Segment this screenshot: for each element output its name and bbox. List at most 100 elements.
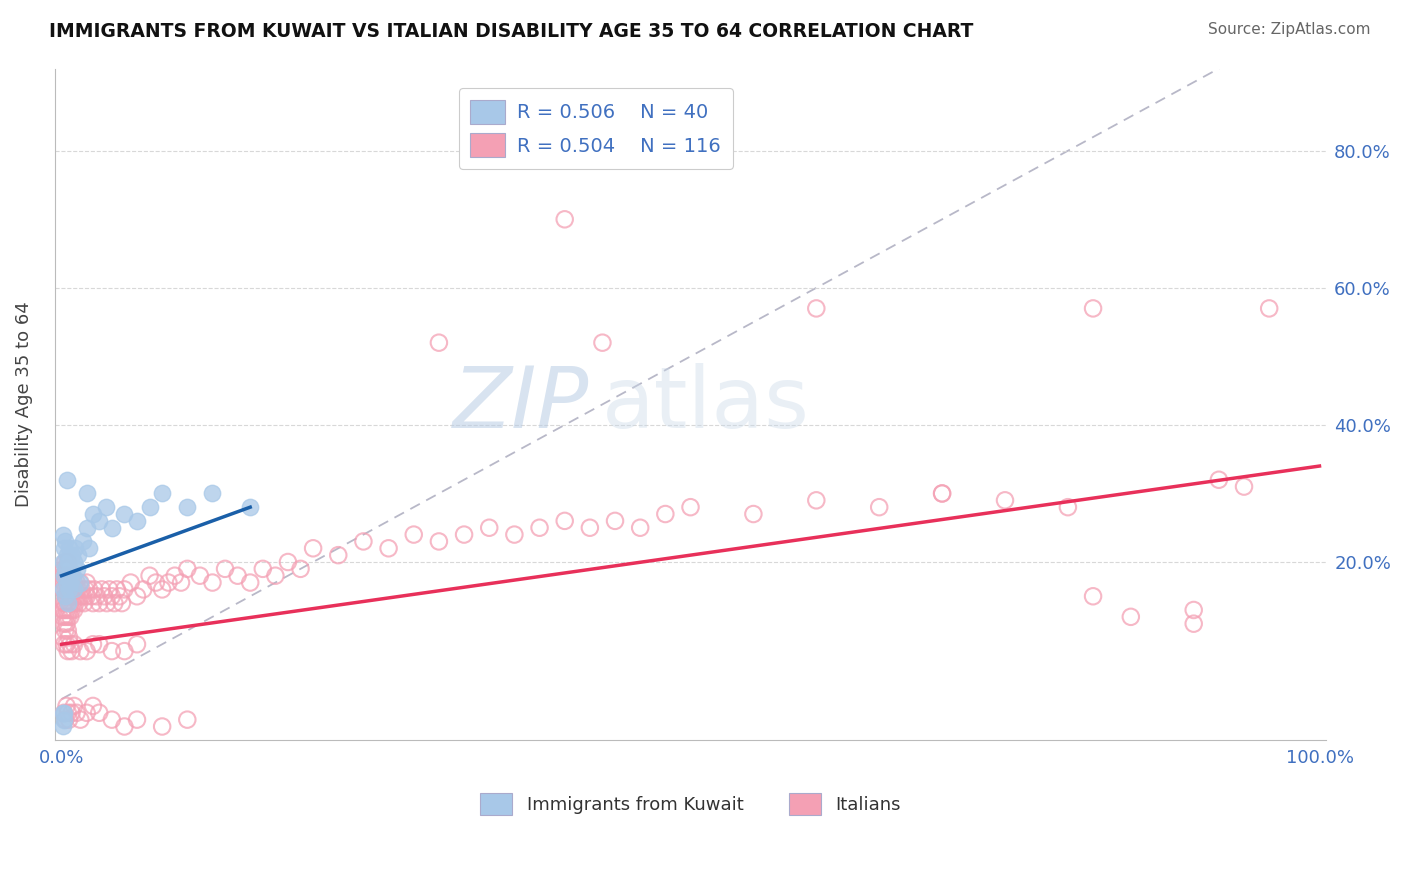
Point: [125, 637, 148, 651]
Point: [277, 555, 299, 569]
Point: [868, 500, 890, 515]
Point: [111, 596, 134, 610]
Point: [1233, 480, 1256, 494]
Point: [58, 582, 80, 597]
Point: [53, 555, 76, 569]
Point: [226, 568, 249, 582]
Point: [1057, 500, 1080, 515]
Point: [59, 637, 82, 651]
Point: [77, 582, 100, 597]
Point: [53, 603, 76, 617]
Point: [503, 527, 526, 541]
Point: [125, 514, 148, 528]
Point: [53, 616, 76, 631]
Point: [63, 555, 86, 569]
Point: [59, 575, 82, 590]
Point: [105, 582, 128, 597]
Point: [65, 582, 87, 597]
Point: [806, 301, 828, 316]
Point: [60, 603, 83, 617]
Point: [108, 589, 131, 603]
Point: [69, 713, 91, 727]
Point: [55, 575, 77, 590]
Point: [52, 706, 75, 720]
Point: [65, 706, 87, 720]
Point: [56, 582, 79, 597]
Point: [529, 521, 551, 535]
Point: [53, 713, 76, 727]
Point: [201, 575, 224, 590]
Point: [1081, 589, 1104, 603]
Text: Source: ZipAtlas.com: Source: ZipAtlas.com: [1208, 22, 1371, 37]
Point: [654, 507, 676, 521]
Point: [427, 335, 450, 350]
Point: [52, 582, 75, 597]
Point: [53, 589, 76, 603]
Legend: Immigrants from Kuwait, Italians: Immigrants from Kuwait, Italians: [472, 786, 908, 822]
Point: [52, 555, 75, 569]
Point: [103, 596, 125, 610]
Point: [56, 568, 79, 582]
Point: [58, 575, 80, 590]
Point: [290, 562, 312, 576]
Point: [65, 562, 87, 576]
Text: atlas: atlas: [602, 363, 810, 446]
Y-axis label: Disability Age 35 to 64: Disability Age 35 to 64: [15, 301, 32, 508]
Point: [239, 575, 262, 590]
Point: [53, 624, 76, 638]
Text: ZIP: ZIP: [453, 363, 589, 446]
Point: [65, 575, 87, 590]
Point: [94, 500, 117, 515]
Point: [138, 500, 160, 515]
Point: [59, 562, 82, 576]
Point: [478, 521, 501, 535]
Point: [603, 514, 626, 528]
Point: [76, 486, 98, 500]
Point: [554, 212, 576, 227]
Point: [55, 473, 77, 487]
Point: [163, 568, 186, 582]
Point: [66, 548, 89, 562]
Point: [53, 534, 76, 549]
Point: [176, 500, 198, 515]
Point: [90, 582, 112, 597]
Point: [56, 610, 79, 624]
Point: [1081, 301, 1104, 316]
Point: [402, 527, 425, 541]
Point: [53, 610, 76, 624]
Point: [76, 575, 98, 590]
Point: [52, 719, 75, 733]
Point: [82, 637, 104, 651]
Point: [65, 596, 87, 610]
Point: [76, 589, 98, 603]
Point: [53, 562, 76, 576]
Point: [82, 507, 104, 521]
Point: [69, 575, 91, 590]
Point: [55, 589, 77, 603]
Point: [328, 548, 350, 562]
Point: [60, 589, 83, 603]
Point: [60, 706, 83, 720]
Point: [70, 582, 93, 597]
Point: [80, 589, 103, 603]
Point: [150, 582, 173, 597]
Point: [170, 575, 193, 590]
Point: [53, 637, 76, 651]
Point: [82, 698, 104, 713]
Point: [76, 706, 98, 720]
Point: [58, 713, 80, 727]
Point: [55, 603, 77, 617]
Point: [63, 582, 86, 597]
Point: [63, 698, 86, 713]
Point: [101, 644, 124, 658]
Point: [53, 706, 76, 720]
Point: [579, 521, 602, 535]
Point: [201, 486, 224, 500]
Point: [75, 582, 97, 597]
Point: [53, 596, 76, 610]
Point: [53, 582, 76, 597]
Point: [427, 534, 450, 549]
Point: [554, 514, 576, 528]
Point: [52, 582, 75, 597]
Point: [93, 589, 115, 603]
